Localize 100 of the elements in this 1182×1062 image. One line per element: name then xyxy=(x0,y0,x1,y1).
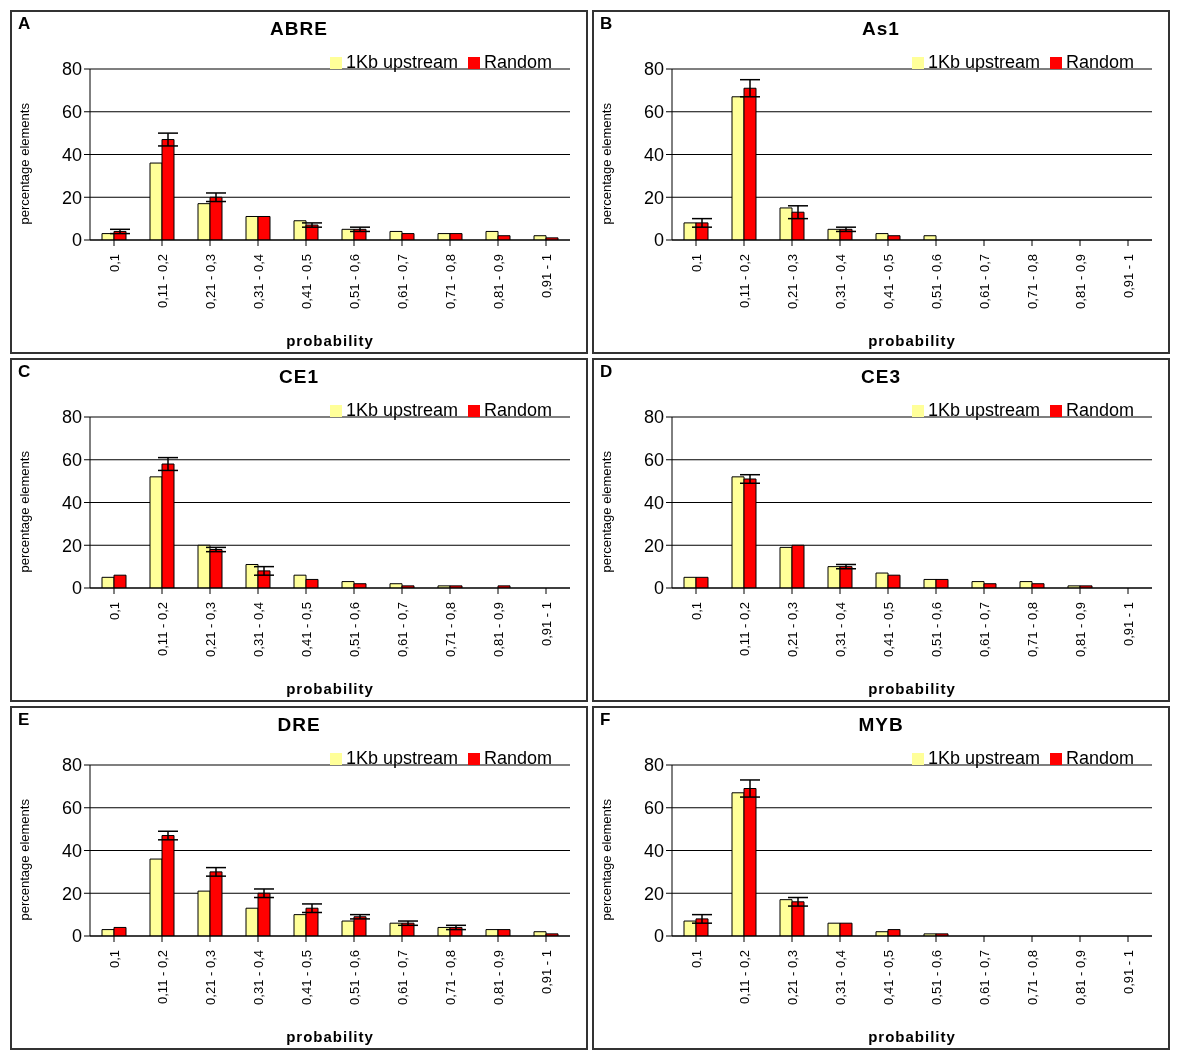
x-tick-label: 0,71 - 0,8 xyxy=(442,254,458,309)
chart-title: CE3 xyxy=(861,366,901,387)
x-tick-label: 0,81 - 0,9 xyxy=(490,602,506,657)
y-tick-label: 80 xyxy=(643,407,664,428)
x-tick-label: 0,41 - 0,5 xyxy=(880,602,896,657)
x-tick-label: 0,91 - 1 xyxy=(538,602,554,647)
y-tick-label: 0 xyxy=(653,230,664,251)
y-tick-label: 80 xyxy=(61,407,82,428)
y-tick-label: 40 xyxy=(61,492,82,513)
y-tick-label: 40 xyxy=(643,492,664,513)
legend-label: 1Kb upstream xyxy=(345,748,458,768)
x-tick-label: 0,61 - 0,7 xyxy=(976,602,992,657)
x-tick-label: 0,1 xyxy=(688,950,704,969)
y-axis-title: percentage elements xyxy=(16,102,32,225)
x-tick-label: 0,21 - 0,3 xyxy=(202,602,218,657)
x-tick-label: 0,41 - 0,5 xyxy=(880,254,896,309)
chart-title: DRE xyxy=(277,714,321,735)
x-tick-label: 0,31 - 0,4 xyxy=(832,602,848,657)
x-tick-label: 0,61 - 0,7 xyxy=(394,950,410,1005)
x-tick-label: 0,31 - 0,4 xyxy=(832,254,848,309)
x-tick-label: 0,41 - 0,5 xyxy=(298,950,314,1005)
legend-label: Random xyxy=(1065,52,1134,72)
x-tick-label: 0,11 - 0,2 xyxy=(736,254,752,308)
x-tick-label: 0,51 - 0,6 xyxy=(928,950,944,1005)
x-tick-label: 0,91 - 1 xyxy=(538,254,554,299)
x-tick-label: 0,51 - 0,6 xyxy=(346,602,362,657)
x-tick-label: 0,81 - 0,9 xyxy=(1072,254,1088,309)
x-tick-label: 0,51 - 0,6 xyxy=(346,254,362,309)
x-tick-label: 0,21 - 0,3 xyxy=(784,254,800,309)
x-axis-title: probability xyxy=(868,680,956,697)
x-tick-label: 0,71 - 0,8 xyxy=(1024,950,1040,1005)
x-tick-label: 0,81 - 0,9 xyxy=(1072,602,1088,657)
y-axis-title: percentage elements xyxy=(16,450,32,573)
x-tick-label: 0,11 - 0,2 xyxy=(154,950,170,1004)
chart-title: CE1 xyxy=(279,366,319,387)
y-tick-label: 60 xyxy=(643,450,664,471)
x-tick-label: 0,91 - 1 xyxy=(538,950,554,995)
x-tick-label: 0,31 - 0,4 xyxy=(250,254,266,309)
x-tick-label: 0,31 - 0,4 xyxy=(250,602,266,657)
y-tick-label: 40 xyxy=(643,840,664,861)
y-tick-label: 40 xyxy=(61,840,82,861)
x-tick-label: 0,91 - 1 xyxy=(1120,602,1136,647)
x-tick-label: 0,71 - 0,8 xyxy=(1024,602,1040,657)
y-tick-label: 40 xyxy=(643,144,664,165)
x-tick-label: 0,61 - 0,7 xyxy=(976,254,992,309)
y-tick-label: 80 xyxy=(643,755,664,776)
y-tick-label: 60 xyxy=(643,798,664,819)
y-tick-label: 60 xyxy=(61,102,82,123)
legend-label: Random xyxy=(1065,748,1134,768)
x-tick-label: 0,61 - 0,7 xyxy=(394,602,410,657)
y-tick-label: 80 xyxy=(643,59,664,80)
y-tick-label: 60 xyxy=(61,450,82,471)
y-tick-label: 60 xyxy=(61,798,82,819)
legend-label: 1Kb upstream xyxy=(345,400,458,420)
x-tick-label: 0,41 - 0,5 xyxy=(880,950,896,1005)
chart-title: As1 xyxy=(862,18,900,39)
x-tick-label: 0,61 - 0,7 xyxy=(976,950,992,1005)
y-axis-title: percentage elements xyxy=(598,798,614,921)
x-tick-label: 0,1 xyxy=(688,254,704,273)
x-axis-title: probability xyxy=(868,1028,956,1045)
text: D xyxy=(600,362,613,382)
x-tick-label: 0,21 - 0,3 xyxy=(202,950,218,1005)
legend-label: 1Kb upstream xyxy=(345,52,458,72)
y-tick-label: 20 xyxy=(61,883,82,904)
x-tick-label: 0,11 - 0,2 xyxy=(154,602,170,656)
y-axis-title: percentage elements xyxy=(598,102,614,225)
legend-label: 1Kb upstream xyxy=(927,748,1040,768)
x-tick-label: 0,71 - 0,8 xyxy=(442,602,458,657)
text: E xyxy=(18,710,30,730)
x-axis-title: probability xyxy=(286,332,374,349)
y-tick-label: 80 xyxy=(61,59,82,80)
text: B xyxy=(600,14,613,34)
x-tick-label: 0,41 - 0,5 xyxy=(298,254,314,309)
y-tick-label: 20 xyxy=(643,883,664,904)
y-tick-label: 20 xyxy=(643,187,664,208)
x-axis-title: probability xyxy=(868,332,956,349)
y-tick-label: 20 xyxy=(61,187,82,208)
x-tick-label: 0,71 - 0,8 xyxy=(442,950,458,1005)
chart-title: ABRE xyxy=(270,18,328,39)
y-tick-label: 60 xyxy=(643,102,664,123)
x-tick-label: 0,11 - 0,2 xyxy=(154,254,170,308)
legend-label: Random xyxy=(1065,400,1134,420)
x-tick-label: 0,11 - 0,2 xyxy=(736,950,752,1004)
x-tick-label: 0,61 - 0,7 xyxy=(394,254,410,309)
y-tick-label: 0 xyxy=(653,926,664,947)
legend-label: Random xyxy=(483,52,552,72)
x-tick-label: 0,31 - 0,4 xyxy=(250,950,266,1005)
x-tick-label: 0,1 xyxy=(106,254,122,273)
x-tick-label: 0,91 - 1 xyxy=(1120,254,1136,299)
chart-title: MYB xyxy=(858,714,904,735)
y-tick-label: 80 xyxy=(61,755,82,776)
y-tick-label: 20 xyxy=(643,535,664,556)
x-tick-label: 0,91 - 1 xyxy=(1120,950,1136,995)
x-tick-label: 0,1 xyxy=(106,602,122,621)
x-tick-label: 0,81 - 0,9 xyxy=(490,254,506,309)
x-tick-label: 0,41 - 0,5 xyxy=(298,602,314,657)
legend-label: Random xyxy=(483,400,552,420)
legend-label: Random xyxy=(483,748,552,768)
y-axis-title: percentage elements xyxy=(16,798,32,921)
x-tick-label: 0,51 - 0,6 xyxy=(928,254,944,309)
